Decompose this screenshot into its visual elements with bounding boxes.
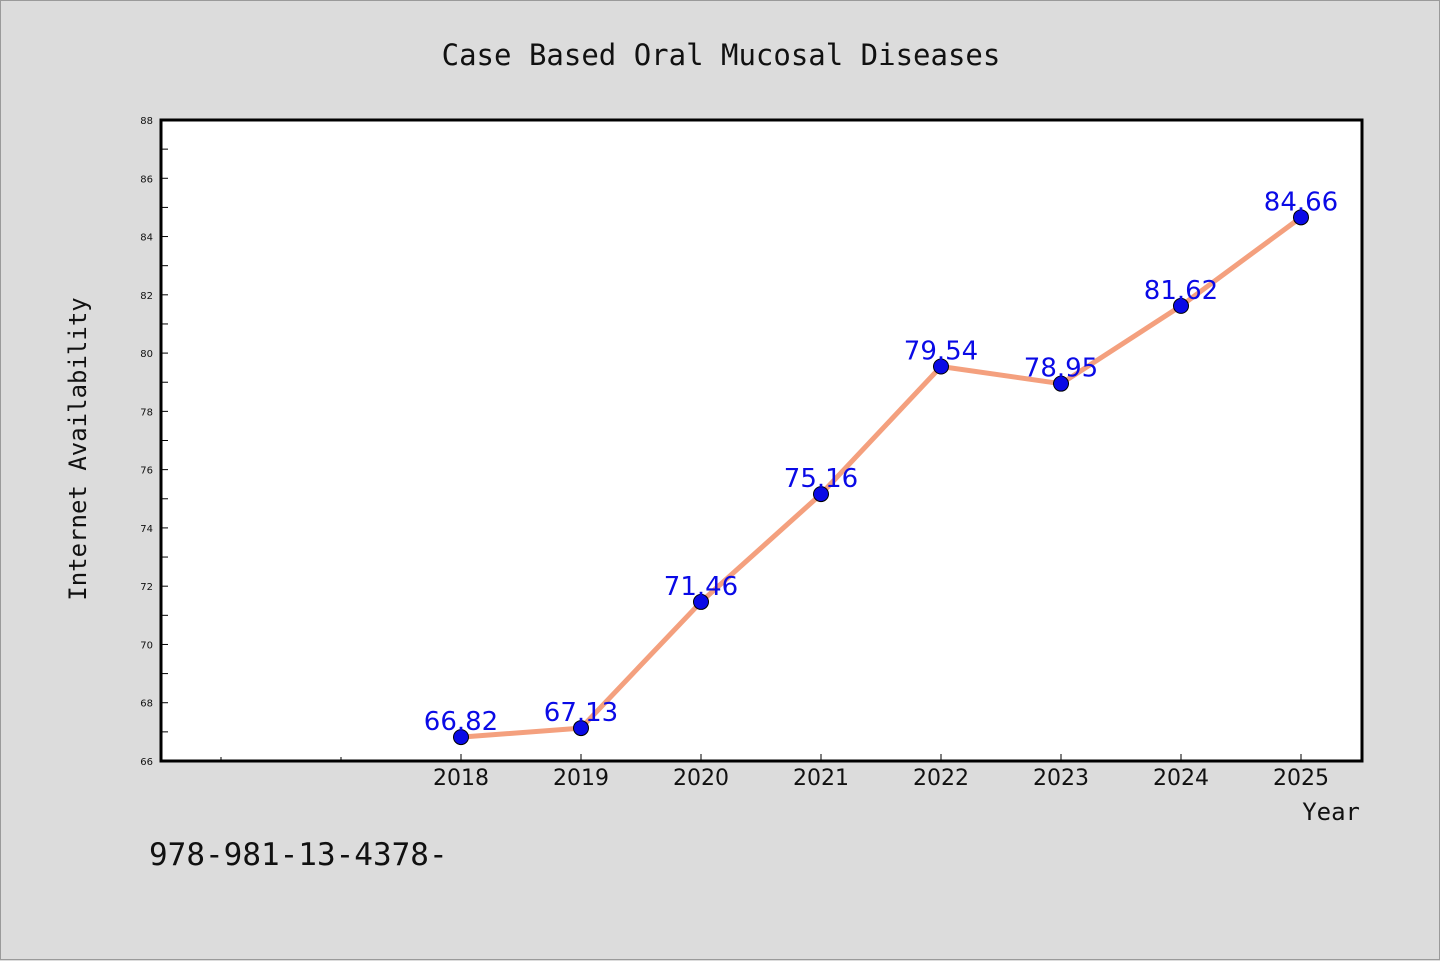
y-tick-label: 70 xyxy=(140,640,153,651)
series-line xyxy=(458,214,1304,740)
y-tick-label: 66 xyxy=(140,757,153,768)
x-axis-title: Year xyxy=(1302,798,1360,826)
data-point xyxy=(813,486,829,503)
x-tick-label: 2025 xyxy=(1273,766,1329,791)
y-tick-label: 82 xyxy=(140,291,153,302)
data-labels: 66.82 67.13 71.46 75.16 79.54 78.95 81.62 84.66 xyxy=(424,187,1338,737)
x-tick-label: 2023 xyxy=(1033,766,1089,791)
x-axis: 2018 2019 2020 2021 2022 2023 2024 2025 xyxy=(220,754,1329,791)
x-tick-label: 2019 xyxy=(553,766,609,791)
data-label: 71.46 xyxy=(664,572,738,602)
y-tick-label: 78 xyxy=(140,407,153,418)
data-label: 81.62 xyxy=(1144,276,1218,306)
y-tick-label: 86 xyxy=(140,174,153,185)
footnote-text: 978-981-13-4378- xyxy=(149,837,448,873)
y-axis: 66 68 70 72 74 76 78 80 82 84 86 88 xyxy=(140,116,168,768)
data-label: 79.54 xyxy=(904,336,978,366)
data-point xyxy=(1053,375,1069,392)
data-label: 67.13 xyxy=(544,698,618,728)
data-label: 75.16 xyxy=(784,464,858,494)
x-tick-label: 2018 xyxy=(433,766,489,791)
x-tick-label: 2021 xyxy=(793,766,849,791)
y-tick-label: 88 xyxy=(140,116,153,127)
data-point xyxy=(933,358,949,375)
plot-area xyxy=(159,118,1364,763)
y-axis-title: Internet Availability xyxy=(64,297,92,600)
data-label: 66.82 xyxy=(424,707,498,737)
y-tick-label: 72 xyxy=(140,582,153,593)
y-tick-label: 76 xyxy=(140,466,153,477)
x-tick-label: 2024 xyxy=(1153,766,1209,791)
data-point xyxy=(573,720,589,737)
y-tick-label: 80 xyxy=(140,349,153,360)
y-tick-label: 84 xyxy=(140,233,153,244)
y-tick-label: 68 xyxy=(140,699,153,710)
data-point xyxy=(1293,209,1309,226)
data-label: 78.95 xyxy=(1024,354,1098,384)
chart-title: Case Based Oral Mucosal Diseases xyxy=(442,38,1001,72)
series xyxy=(453,209,1309,746)
data-point xyxy=(693,593,709,610)
y-tick-label: 74 xyxy=(140,524,153,535)
data-point xyxy=(453,729,469,746)
data-point xyxy=(1173,297,1189,314)
x-tick-label: 2022 xyxy=(913,766,969,791)
data-label: 84.66 xyxy=(1264,187,1338,217)
x-tick-label: 2020 xyxy=(673,766,729,791)
